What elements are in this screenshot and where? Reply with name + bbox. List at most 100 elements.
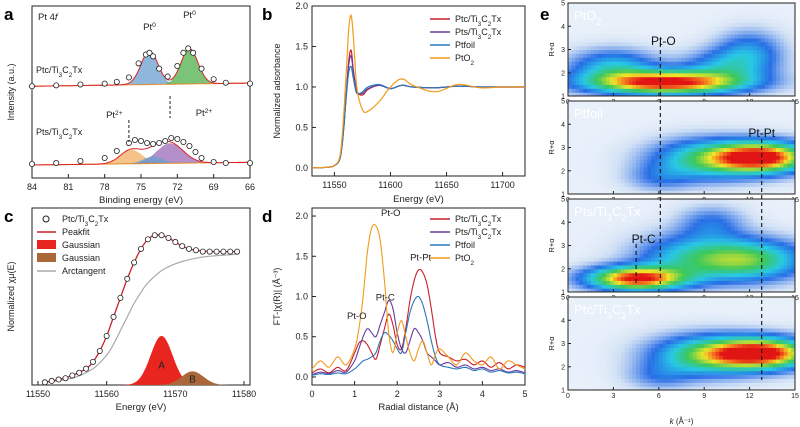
wavelet-cell bbox=[617, 355, 622, 360]
wavelet-cell bbox=[613, 170, 618, 176]
y-tick-label: 0.0 bbox=[295, 163, 308, 173]
wavelet-cell bbox=[639, 10, 645, 16]
wavelet-cell bbox=[568, 374, 573, 379]
wavelet-cell bbox=[579, 147, 584, 152]
wavelet-cell bbox=[753, 143, 758, 149]
wavelet-cell bbox=[715, 92, 720, 96]
wavelet-cell bbox=[779, 92, 785, 96]
wavelet-cell bbox=[658, 65, 664, 70]
wavelet-cell bbox=[613, 132, 618, 137]
wavelet-cell bbox=[791, 14, 795, 20]
wavelet-cell bbox=[768, 88, 773, 93]
wavelet-cell bbox=[787, 116, 792, 121]
wavelet-cell bbox=[723, 264, 728, 270]
wavelet-cell bbox=[719, 120, 724, 125]
wavelet-cell bbox=[673, 72, 679, 78]
wavelet-cell bbox=[617, 297, 622, 302]
wavelet-cell bbox=[568, 178, 573, 183]
wavelet-cell bbox=[791, 257, 795, 262]
wavelet-cell bbox=[689, 128, 694, 133]
wavelet-cell bbox=[655, 245, 660, 250]
x-tick-label: 78 bbox=[100, 182, 110, 192]
wavelet-cell bbox=[711, 135, 717, 141]
wavelet-cell bbox=[617, 34, 622, 39]
wavelet-cell bbox=[655, 41, 660, 47]
wavelet-cell bbox=[787, 92, 792, 96]
wavelet-cell bbox=[734, 155, 739, 160]
wavelet-cell bbox=[628, 155, 633, 160]
data-point bbox=[227, 248, 234, 255]
wavelet-cell bbox=[605, 206, 611, 212]
wavelet-cell bbox=[575, 30, 580, 35]
wavelet-cell bbox=[749, 202, 754, 208]
wavelet-cell bbox=[673, 174, 679, 180]
wavelet-cell bbox=[764, 92, 770, 96]
wavelet-cell bbox=[700, 112, 705, 118]
wavelet-cell bbox=[579, 190, 584, 194]
wavelet-cell bbox=[624, 280, 630, 285]
wavelet-cell bbox=[594, 362, 599, 368]
wavelet-cell bbox=[598, 331, 603, 337]
wavelet-cell bbox=[620, 151, 626, 156]
wavelet-cell bbox=[583, 61, 588, 66]
wavelet-cell bbox=[662, 261, 667, 266]
wavelet-cell bbox=[692, 104, 698, 110]
wavelet-cell bbox=[620, 84, 626, 89]
wavelet-cell bbox=[745, 112, 751, 118]
x-axis-title: Energy (eV) bbox=[393, 194, 444, 205]
wavelet-cell bbox=[791, 241, 795, 247]
data-point bbox=[210, 76, 217, 83]
wavelet-cell bbox=[590, 343, 596, 348]
wavelet-cell bbox=[689, 116, 694, 121]
wavelet-cell bbox=[753, 241, 758, 247]
wavelet-cell bbox=[711, 214, 717, 219]
wavelet-cell bbox=[787, 202, 792, 208]
wavelet-cell bbox=[692, 178, 698, 183]
wavelet-cell bbox=[791, 199, 795, 204]
wavelet-cell bbox=[700, 10, 705, 16]
wavelet-cell bbox=[689, 264, 694, 270]
data-point bbox=[174, 63, 181, 70]
wavelet-cell bbox=[655, 268, 660, 274]
wavelet-cell bbox=[745, 190, 751, 194]
wavelet-cell bbox=[586, 84, 592, 89]
wavelet-cell bbox=[670, 65, 675, 70]
wavelet-cell bbox=[723, 116, 728, 121]
wavelet-cell bbox=[707, 199, 713, 204]
wavelet-cell bbox=[723, 272, 728, 278]
wavelet-cell bbox=[602, 355, 607, 360]
wavelet-cell bbox=[670, 264, 675, 270]
wavelet-cell bbox=[681, 65, 686, 70]
wavelet-cell bbox=[647, 92, 652, 96]
wavelet-cell bbox=[636, 272, 641, 278]
wavelet-cell bbox=[700, 120, 705, 125]
wavelet-cell bbox=[791, 214, 795, 219]
wavelet-cell bbox=[685, 139, 690, 145]
wavelet-cell bbox=[719, 45, 724, 51]
wavelet-cell bbox=[632, 116, 637, 121]
wavelet-cell bbox=[692, 53, 698, 58]
wavelet-cell bbox=[658, 210, 664, 216]
wavelet-cell bbox=[571, 249, 577, 254]
wavelet-cell bbox=[760, 68, 766, 74]
wavelet-cell bbox=[768, 92, 773, 96]
wavelet-cell bbox=[602, 237, 607, 243]
legend-label: Ptfoil bbox=[455, 40, 475, 50]
wavelet-cell bbox=[613, 237, 618, 243]
data-point bbox=[234, 248, 241, 255]
wavelet-cell bbox=[757, 26, 762, 31]
wavelet-cell bbox=[707, 210, 713, 216]
wavelet-cell bbox=[639, 18, 645, 23]
wavelet-cell bbox=[742, 34, 747, 39]
wavelet-cell bbox=[776, 170, 781, 176]
wavelet-cell bbox=[586, 49, 592, 54]
wavelet-cell bbox=[742, 41, 747, 47]
peak-annotation: Pt-Pt bbox=[410, 252, 431, 263]
wavelet-cell bbox=[651, 104, 656, 110]
wavelet-cell bbox=[639, 26, 645, 31]
wavelet-cell bbox=[647, 116, 652, 121]
wavelet-cell bbox=[677, 10, 683, 16]
wavelet-cell bbox=[791, 249, 795, 254]
wavelet-cell bbox=[643, 41, 649, 47]
wavelet-cell bbox=[677, 124, 683, 129]
